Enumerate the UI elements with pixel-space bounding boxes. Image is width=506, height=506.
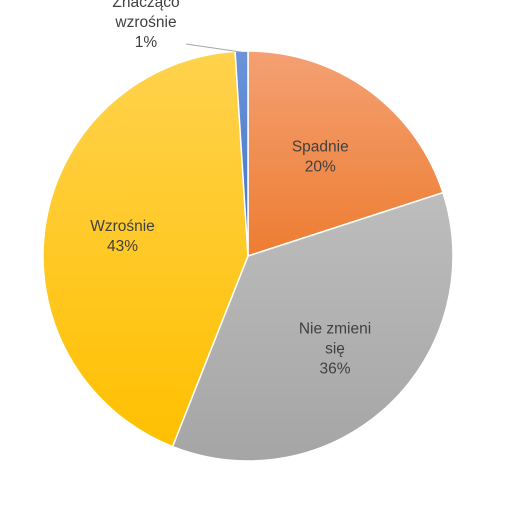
data-label-category: Wzrośnie [90, 218, 155, 235]
pie-slices [42, 50, 454, 462]
data-label-wzrośnie: Wzrośnie 43% [90, 218, 155, 255]
data-label-category: Znacząco [112, 0, 179, 11]
pie-slice-wzrośnie [42, 50, 249, 448]
data-label-category: Spadnie [292, 139, 349, 156]
data-label-percent: 43% [107, 238, 138, 255]
data-label-percent: 1% [135, 34, 158, 51]
data-label-category: Nie zmieni [299, 321, 371, 338]
data-label-category: wzrośnie [114, 14, 176, 31]
data-label-category: się [325, 341, 345, 358]
data-label-nie-zmieni-się: Nie zmieni się 36% [299, 321, 371, 378]
data-label-znacząco-wzrośnie: Znacząco wzrośnie 1% [112, 0, 179, 51]
data-label-percent: 36% [319, 361, 350, 378]
pie-slice-spadnie [247, 50, 444, 258]
leader-line [185, 43, 242, 53]
data-label-spadnie: Spadnie 20% [292, 139, 349, 176]
pie-slice-nie-zmieni-się [171, 191, 454, 462]
data-label-percent: 20% [305, 159, 336, 176]
leader-lines [185, 43, 242, 53]
data-labels: Spadnie 20% Nie zmieni się 36% Wzrośnie 43% Zna… [90, 0, 371, 378]
